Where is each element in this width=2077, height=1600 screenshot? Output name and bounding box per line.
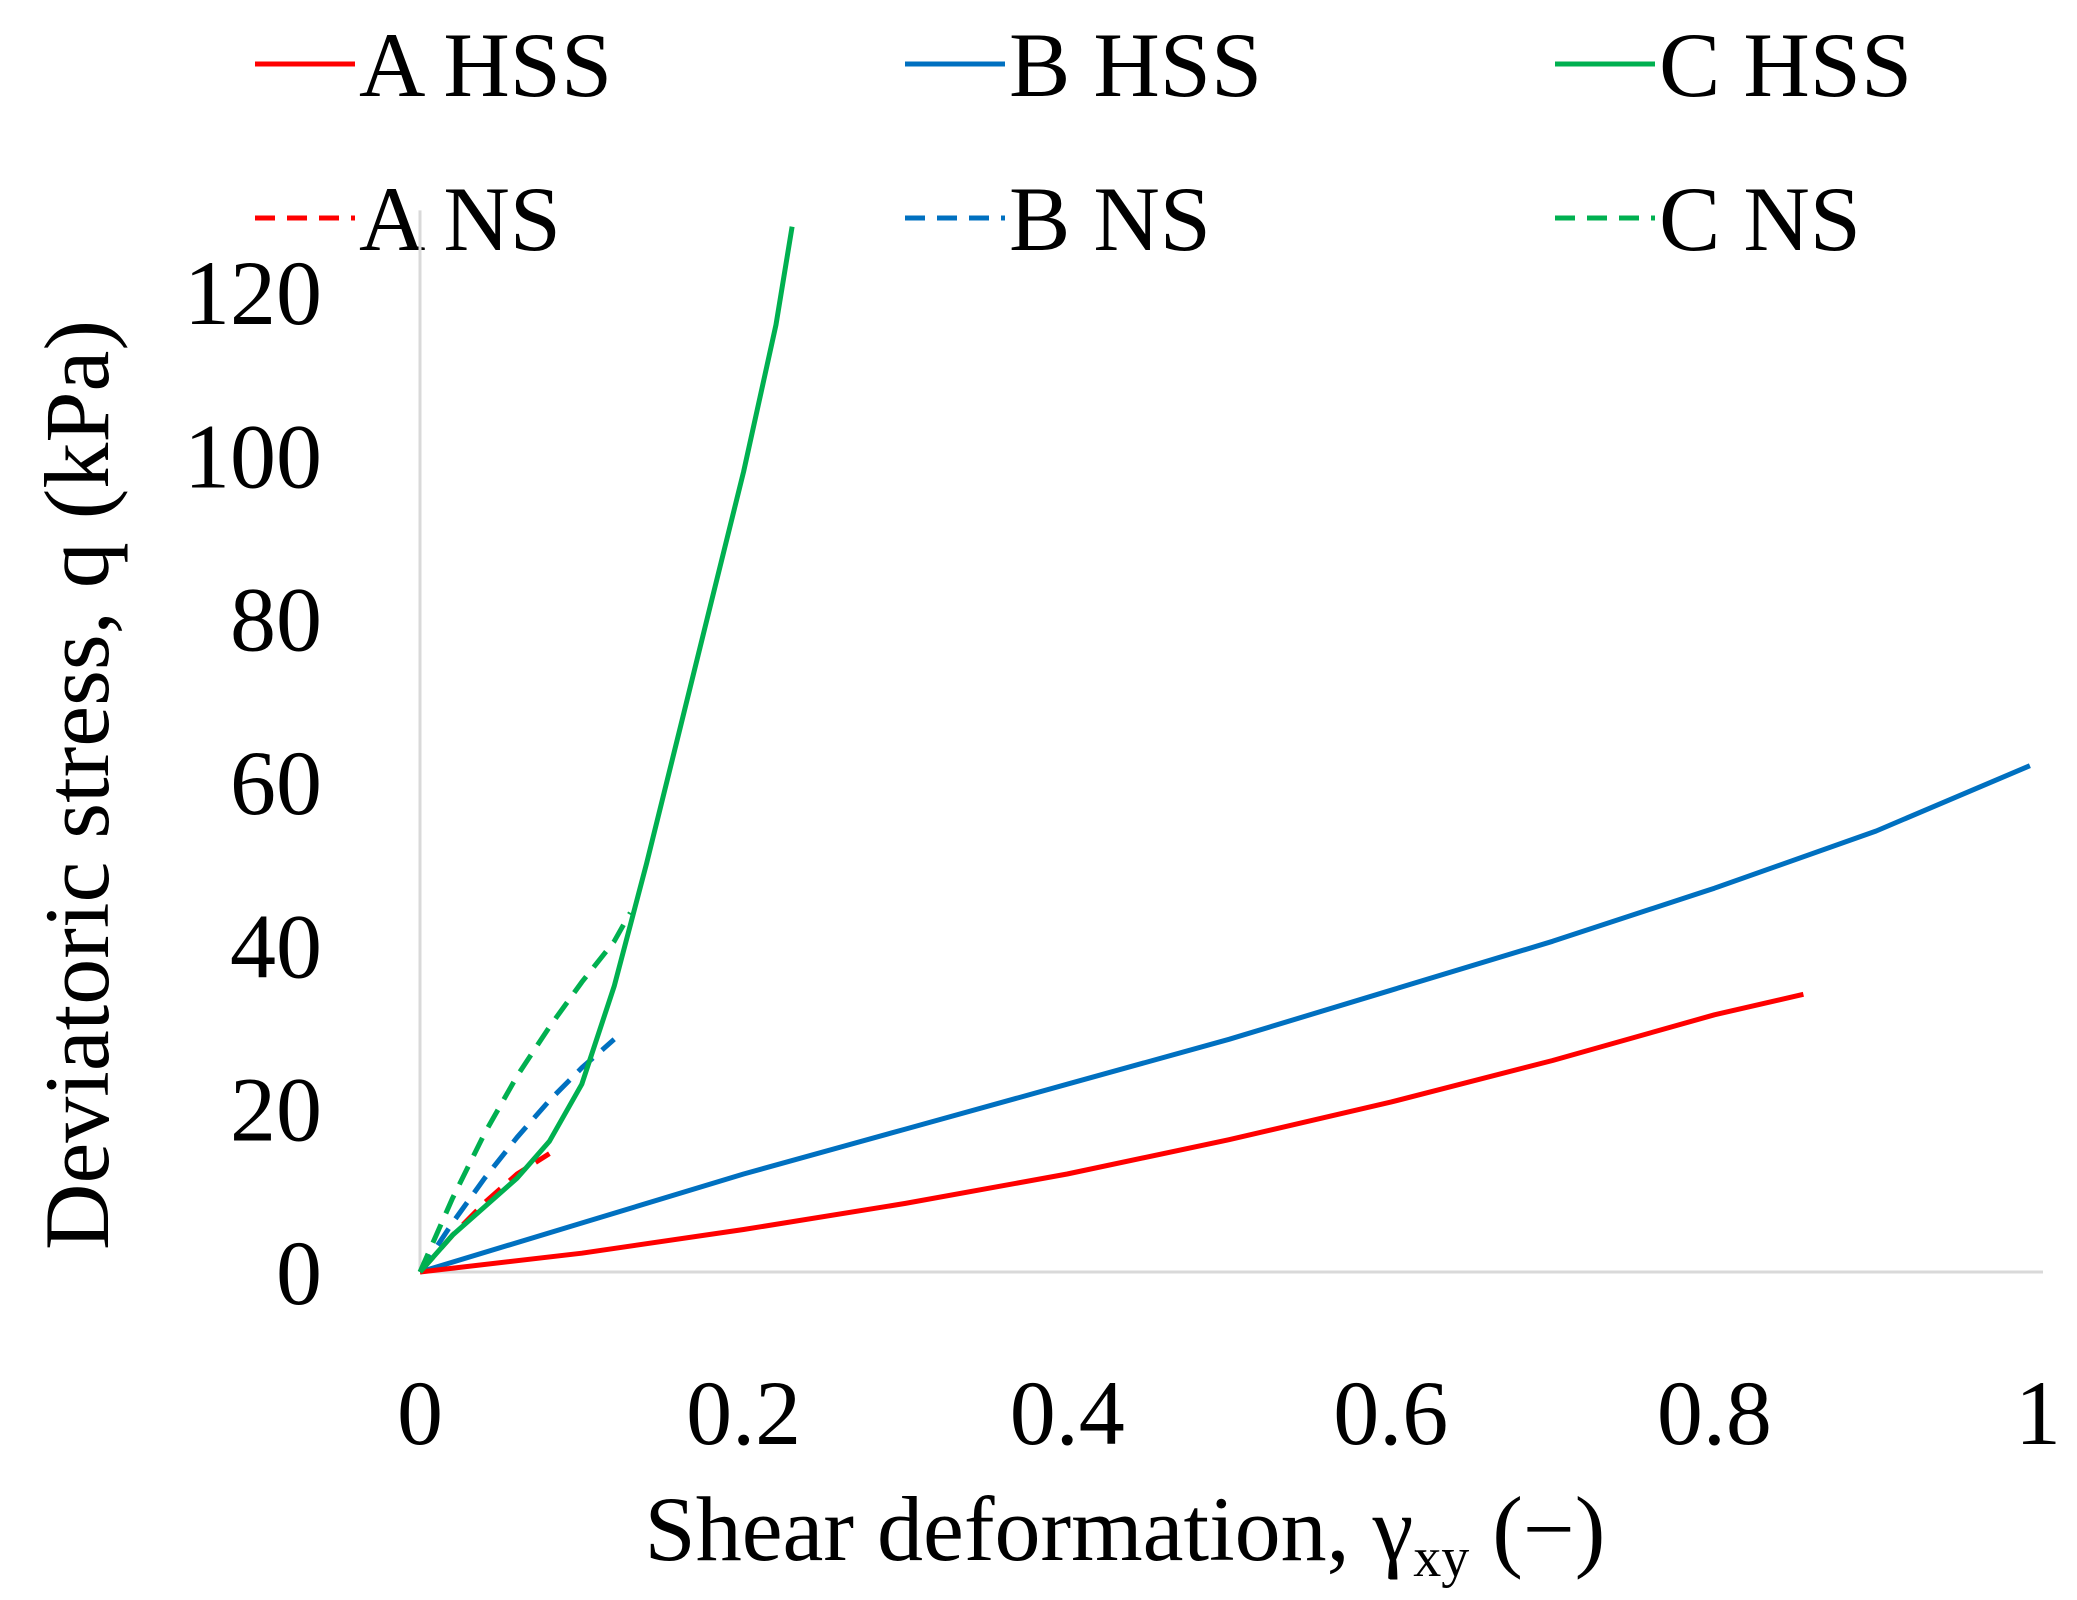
x-axis-title: Shear deformation, γxy (−) (645, 1478, 1606, 1589)
legend-item-a-ns: A NS (255, 168, 561, 270)
legend-item-a-hss: A HSS (255, 14, 612, 116)
series-line-b-ns (417, 1037, 616, 1274)
x-tick-label: 0.8 (1657, 1362, 1772, 1464)
legend-item-b-hss: B HSS (905, 14, 1262, 116)
x-axis-title-suffix: (−) (1469, 1478, 1605, 1580)
x-axis-title-symbol: γ (1372, 1478, 1414, 1580)
y-tick-label: 20 (230, 1059, 322, 1161)
x-tick-label: 0 (397, 1362, 443, 1464)
x-axis-title-prefix: Shear deformation, (645, 1478, 1373, 1580)
series-line-c-hss (418, 226, 795, 1274)
x-tick-labels: 0 0.2 0.4 0.6 0.8 1 (397, 1362, 2061, 1464)
y-tick-label: 0 (276, 1222, 322, 1324)
series-line-a-hss (419, 991, 1804, 1275)
x-tick-label: 0.4 (1010, 1362, 1125, 1464)
y-tick-labels: 0 20 40 60 80 100 120 (184, 242, 322, 1324)
y-tick-label: 60 (230, 732, 322, 834)
x-axis-title-subscript: xy (1413, 1527, 1469, 1589)
legend: A HSS B HSS C HSS A NS B NS C NS (255, 14, 1912, 270)
y-tick-label: 100 (184, 405, 322, 507)
x-tick-label: 0.2 (686, 1362, 801, 1464)
legend-label: B HSS (1009, 14, 1262, 116)
y-tick-label: 40 (230, 895, 322, 997)
series-lines (417, 226, 2031, 1275)
legend-label: B NS (1009, 168, 1211, 270)
y-tick-label: 80 (230, 569, 322, 671)
legend-label: C NS (1659, 168, 1861, 270)
legend-label: A NS (359, 168, 561, 270)
legend-item-b-ns: B NS (905, 168, 1211, 270)
legend-label: A HSS (359, 14, 612, 116)
x-tick-label: 0.6 (1333, 1362, 1448, 1464)
legend-item-c-hss: C HSS (1555, 14, 1912, 116)
y-axis-title: Deviatoric stress, q (kPa) (26, 320, 128, 1250)
x-tick-label: 1 (2015, 1362, 2061, 1464)
series-line-b-hss (419, 763, 2031, 1275)
legend-label: C HSS (1659, 14, 1912, 116)
legend-item-c-ns: C NS (1555, 168, 1861, 270)
y-tick-label: 120 (184, 242, 322, 344)
axes (418, 210, 2043, 1274)
